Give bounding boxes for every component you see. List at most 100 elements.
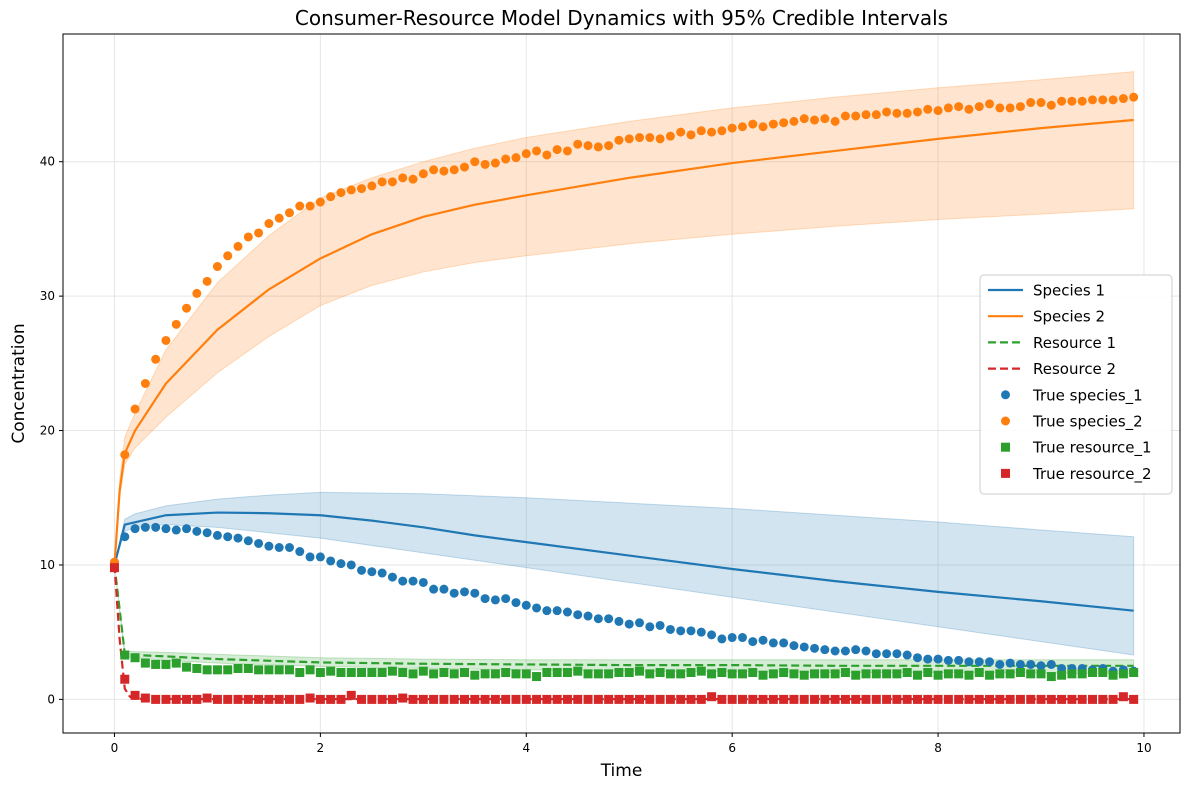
true-species-2-point [655,134,665,144]
true-resource-1-point [614,668,624,678]
true-resource-1-point [130,653,140,663]
legend: Species 1 Species 2 Resource 1 Resource 2 Tr… [979,274,1173,495]
true-resource-2-point [624,694,634,704]
true-species-1-point [387,572,397,582]
y-tick-label: 40 [40,155,55,169]
true-species-2-point [295,201,305,211]
true-species-2-point [1067,96,1077,106]
true-resource-2-point [593,694,603,704]
true-resource-2-point [851,694,861,704]
legend-swatch [1001,442,1010,452]
true-resource-2-point [480,694,490,704]
true-resource-2-point [490,694,500,704]
species-1-line [113,511,1134,612]
true-resource-1-point [810,669,820,679]
true-species-1-point [305,552,315,562]
true-species-1-point [995,659,1005,669]
true-species-1-point [810,643,820,653]
true-species-2-point [840,111,850,121]
true-resource-1-point [284,665,294,675]
true-resource-2-point [315,694,325,704]
true-resource-1-point [460,668,470,678]
true-species-2-point [254,228,264,238]
true-resource-2-point [233,694,243,704]
true-resource-2-point [542,694,552,704]
true-resource-2-point [902,694,912,704]
true-resource-2-point [284,694,294,704]
true-species-2-point [1118,94,1128,104]
true-species-2-point [223,251,233,261]
true-resource-2-point [583,694,593,704]
true-species-1-point [676,626,686,636]
true-resource-1-point [882,669,892,679]
true-resource-1-point [799,670,809,680]
true-resource-1-point [1005,669,1015,679]
true-resource-2-point [408,694,418,704]
true-resource-2-point [532,694,542,704]
true-resource-1-point [871,669,881,679]
true-species-2-point [902,108,912,118]
true-resource-1-point [151,659,161,669]
true-resource-1-point [1108,670,1118,680]
true-resource-1-point [346,668,356,678]
true-resource-1-point [748,668,758,678]
true-species-1-point [182,524,192,534]
legend-label: True species_1 [1032,386,1143,405]
true-species-2-point [501,154,511,164]
true-species-2-point [182,303,192,313]
legend-swatch [1001,390,1010,400]
true-species-1-point [912,653,922,663]
true-resource-1-point [490,669,500,679]
true-resource-2-point [346,690,356,700]
y-tick-label: 10 [40,558,55,572]
true-species-1-point [635,618,645,628]
true-resource-2-point [377,694,387,704]
true-species-1-point [202,528,212,538]
true-species-2-point [1057,96,1067,106]
legend-swatch [1001,468,1010,478]
true-species-1-point [985,657,995,667]
true-resource-1-point [779,668,789,678]
true-resource-1-point [1087,668,1097,678]
true-species-1-point [532,603,542,613]
true-resource-1-point [985,670,995,680]
true-resource-1-point [737,669,747,679]
true-species-1-point [933,654,943,664]
true-resource-2-point [295,694,305,704]
true-resource-2-point [810,694,820,704]
true-resource-1-point [665,669,675,679]
true-resource-2-point [635,694,645,704]
true-species-1-point [336,559,346,569]
true-species-2-point [707,127,717,137]
true-species-2-point [604,141,614,151]
true-species-1-point [861,646,871,656]
y-axis-label: Concentration [9,323,29,443]
true-species-2-point [336,188,346,198]
true-species-2-point [212,262,222,272]
true-species-1-point [490,595,500,605]
true-resource-2-point [243,694,253,704]
true-species-2-point [964,104,974,114]
legend-box [979,274,1173,495]
true-species-1-point [449,588,459,598]
true-resource-2-point [151,694,161,704]
true-species-2-point [614,135,624,145]
true-resource-2-point [676,694,686,704]
true-species-1-point [470,588,480,598]
true-species-1-point [1036,661,1046,671]
true-resource-2-point [130,690,140,700]
true-species-2-point [140,379,150,388]
true-resource-2-point [1005,694,1015,704]
true-species-1-point [552,606,562,616]
true-resource-2-point [820,694,830,704]
true-resource-1-point [1036,669,1046,679]
true-species-1-point [274,542,284,552]
true-resource-2-point [1087,694,1097,704]
true-species-2-point [1026,98,1036,108]
true-species-2-point [995,103,1005,113]
true-resource-1-point [161,659,171,669]
true-resource-2-point [954,694,964,704]
true-species-2-point [820,114,830,124]
true-resource-1-point [902,668,912,678]
true-resource-2-point [439,694,449,704]
